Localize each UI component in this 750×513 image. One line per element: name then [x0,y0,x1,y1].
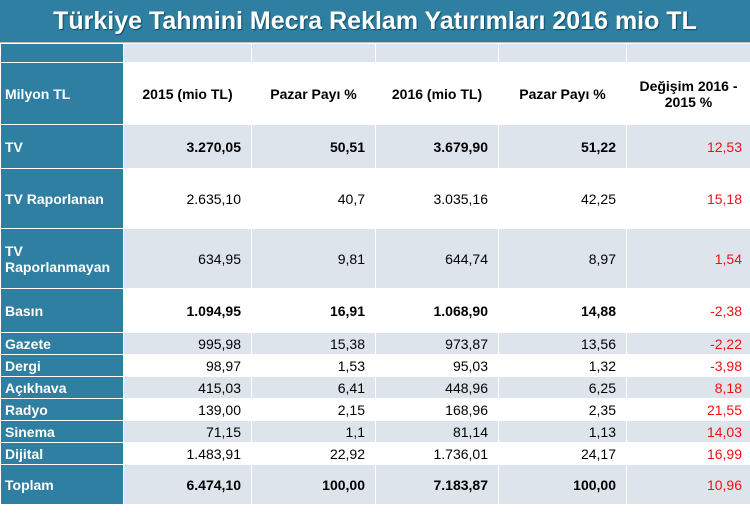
table-row: Dergi 98,97 1,53 95,03 1,32 -3,98 [0,354,750,377]
share-2016: 14,88 [498,288,627,333]
row-label: Toplam [0,464,124,505]
table-row: TV Raporlanan 2.635,10 40,7 3.035,16 42,… [0,168,750,229]
share-2016: 1,13 [498,420,627,443]
header-label: Milyon TL [0,62,124,125]
value-2015: 995,98 [123,332,252,355]
share-2016: 2,35 [498,398,627,421]
share-2016: 24,17 [498,442,627,465]
share-2015: 1,53 [251,354,376,377]
row-label: Açıkhava [0,376,124,399]
page-title: Türkiye Tahmini Mecra Reklam Yatırımları… [0,0,750,43]
value-2015: 634,95 [123,228,252,289]
row-label: Dijital [0,442,124,465]
share-2015: 50,51 [251,124,376,169]
value-2015: 71,15 [123,420,252,443]
share-2015: 2,15 [251,398,376,421]
spacer-cell [498,43,627,63]
share-2015: 22,92 [251,442,376,465]
row-label: Basın [0,288,124,333]
row-label: TV Raporlanan [0,168,124,229]
value-2015: 1.094,95 [123,288,252,333]
header-share-2016: Pazar Payı % [498,62,627,125]
row-label: Dergi [0,354,124,377]
share-2016: 42,25 [498,168,627,229]
value-2015: 6.474,10 [123,464,252,505]
value-2016: 3.679,90 [375,124,499,169]
row-label: TV Raporlanmayan [0,228,124,289]
header-share-2015: Pazar Payı % [251,62,376,125]
share-2015: 100,00 [251,464,376,505]
header-row: Milyon TL 2015 (mio TL) Pazar Payı % 201… [0,62,750,125]
share-2015: 16,91 [251,288,376,333]
value-2015: 98,97 [123,354,252,377]
value-2015: 2.635,10 [123,168,252,229]
value-2015: 139,00 [123,398,252,421]
value-2016: 1.068,90 [375,288,499,333]
table-row: Açıkhava 415,03 6,41 448,96 6,25 8,18 [0,376,750,399]
share-2015: 15,38 [251,332,376,355]
ad-investment-table: Milyon TL 2015 (mio TL) Pazar Payı % 201… [0,43,750,505]
value-2016: 95,03 [375,354,499,377]
change-value: 8,18 [626,376,750,399]
table-row: Dijital 1.483,91 22,92 1.736,01 24,17 16… [0,442,750,465]
share-2016: 100,00 [498,464,627,505]
share-2016: 6,25 [498,376,627,399]
change-value: 10,96 [626,464,750,505]
value-2016: 168,96 [375,398,499,421]
spacer-label-cell [0,43,124,63]
share-2015: 1,1 [251,420,376,443]
share-2016: 51,22 [498,124,627,169]
spacer-cell [123,43,252,63]
change-value: 12,53 [626,124,750,169]
share-2016: 1,32 [498,354,627,377]
value-2015: 1.483,91 [123,442,252,465]
row-label: Gazete [0,332,124,355]
share-2015: 9,81 [251,228,376,289]
value-2016: 448,96 [375,376,499,399]
table-row: Sinema 71,15 1,1 81,14 1,13 14,03 [0,420,750,443]
table-row: TV Raporlanmayan 634,95 9,81 644,74 8,97… [0,228,750,289]
row-label: Radyo [0,398,124,421]
change-value: 1,54 [626,228,750,289]
spacer-cell [251,43,376,63]
value-2015: 3.270,05 [123,124,252,169]
value-2016: 81,14 [375,420,499,443]
header-change: Değişim 2016 - 2015 % [626,62,750,125]
value-2016: 644,74 [375,228,499,289]
change-value: 21,55 [626,398,750,421]
table-row: Radyo 139,00 2,15 168,96 2,35 21,55 [0,398,750,421]
value-2015: 415,03 [123,376,252,399]
spacer-row [0,43,750,63]
change-value: 16,99 [626,442,750,465]
change-value: 14,03 [626,420,750,443]
table-row: Basın 1.094,95 16,91 1.068,90 14,88 -2,3… [0,288,750,333]
change-value: -2,22 [626,332,750,355]
header-2015: 2015 (mio TL) [123,62,252,125]
value-2016: 3.035,16 [375,168,499,229]
value-2016: 1.736,01 [375,442,499,465]
row-label: Sinema [0,420,124,443]
share-2015: 6,41 [251,376,376,399]
row-label: TV [0,124,124,169]
table-row: TV 3.270,05 50,51 3.679,90 51,22 12,53 [0,124,750,169]
value-2016: 7.183,87 [375,464,499,505]
change-value: 15,18 [626,168,750,229]
table-row: Gazete 995,98 15,38 973,87 13,56 -2,22 [0,332,750,355]
share-2016: 13,56 [498,332,627,355]
share-2016: 8,97 [498,228,627,289]
spacer-cell [626,43,750,63]
change-value: -2,38 [626,288,750,333]
table-row-total: Toplam 6.474,10 100,00 7.183,87 100,00 1… [0,464,750,505]
change-value: -3,98 [626,354,750,377]
header-2016: 2016 (mio TL) [375,62,499,125]
share-2015: 40,7 [251,168,376,229]
spacer-cell [375,43,499,63]
value-2016: 973,87 [375,332,499,355]
